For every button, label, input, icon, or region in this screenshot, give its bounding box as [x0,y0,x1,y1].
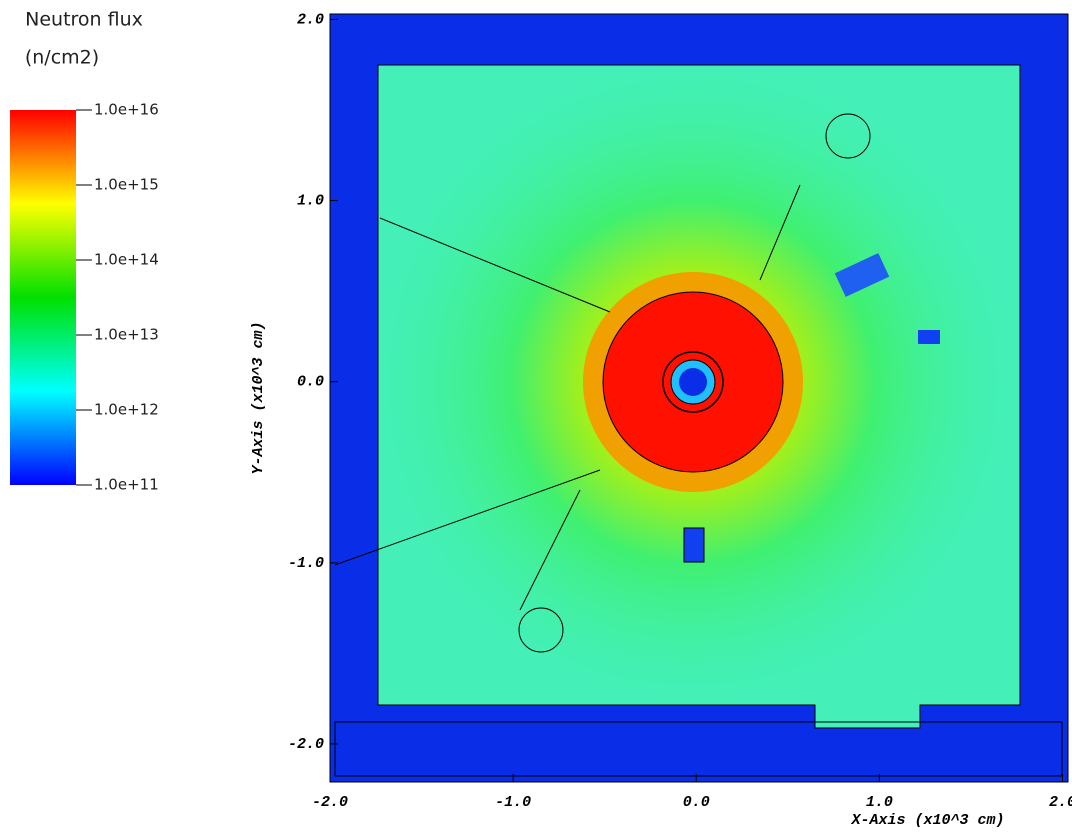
x-tick-label: 2.0 [1049,794,1072,811]
colorbar-tick-label: 1.0e+12 [94,401,159,419]
x-tick-label: -2.0 [312,794,348,811]
field-spot [684,528,704,562]
y-axis-title: Y-Axis (x10^3 cm) [250,321,267,474]
y-tick-label: 0.0 [297,374,324,391]
colorbar-tick-label: 1.0e+11 [94,476,159,494]
x-axis-title: X-Axis (x10^3 cm) [850,812,1004,829]
field-spot [918,330,940,344]
y-tick-label: -1.0 [288,555,324,572]
y-tick-label: -2.0 [288,736,324,753]
colorbar [10,110,76,485]
y-tick-label: 2.0 [297,11,324,28]
colorbar-tick-label: 1.0e+14 [94,251,159,269]
x-tick-label: 0.0 [683,794,710,811]
field [330,14,1068,782]
colorbar-units: (n/cm2) [25,47,99,69]
colorbar-tick-label: 1.0e+15 [94,176,159,194]
colorbar-tick-label: 1.0e+13 [94,326,159,344]
x-tick-label: -1.0 [495,794,531,811]
chart: X-Axis (x10^3 cm) Y-Axis (x10^3 cm) Neut… [0,0,1072,832]
y-tick-label: 1.0 [297,193,324,210]
field-center [679,368,707,396]
colorbar-tick-label: 1.0e+16 [94,101,159,119]
colorbar-title: Neutron flux [25,9,143,31]
x-tick-label: 1.0 [866,794,893,811]
